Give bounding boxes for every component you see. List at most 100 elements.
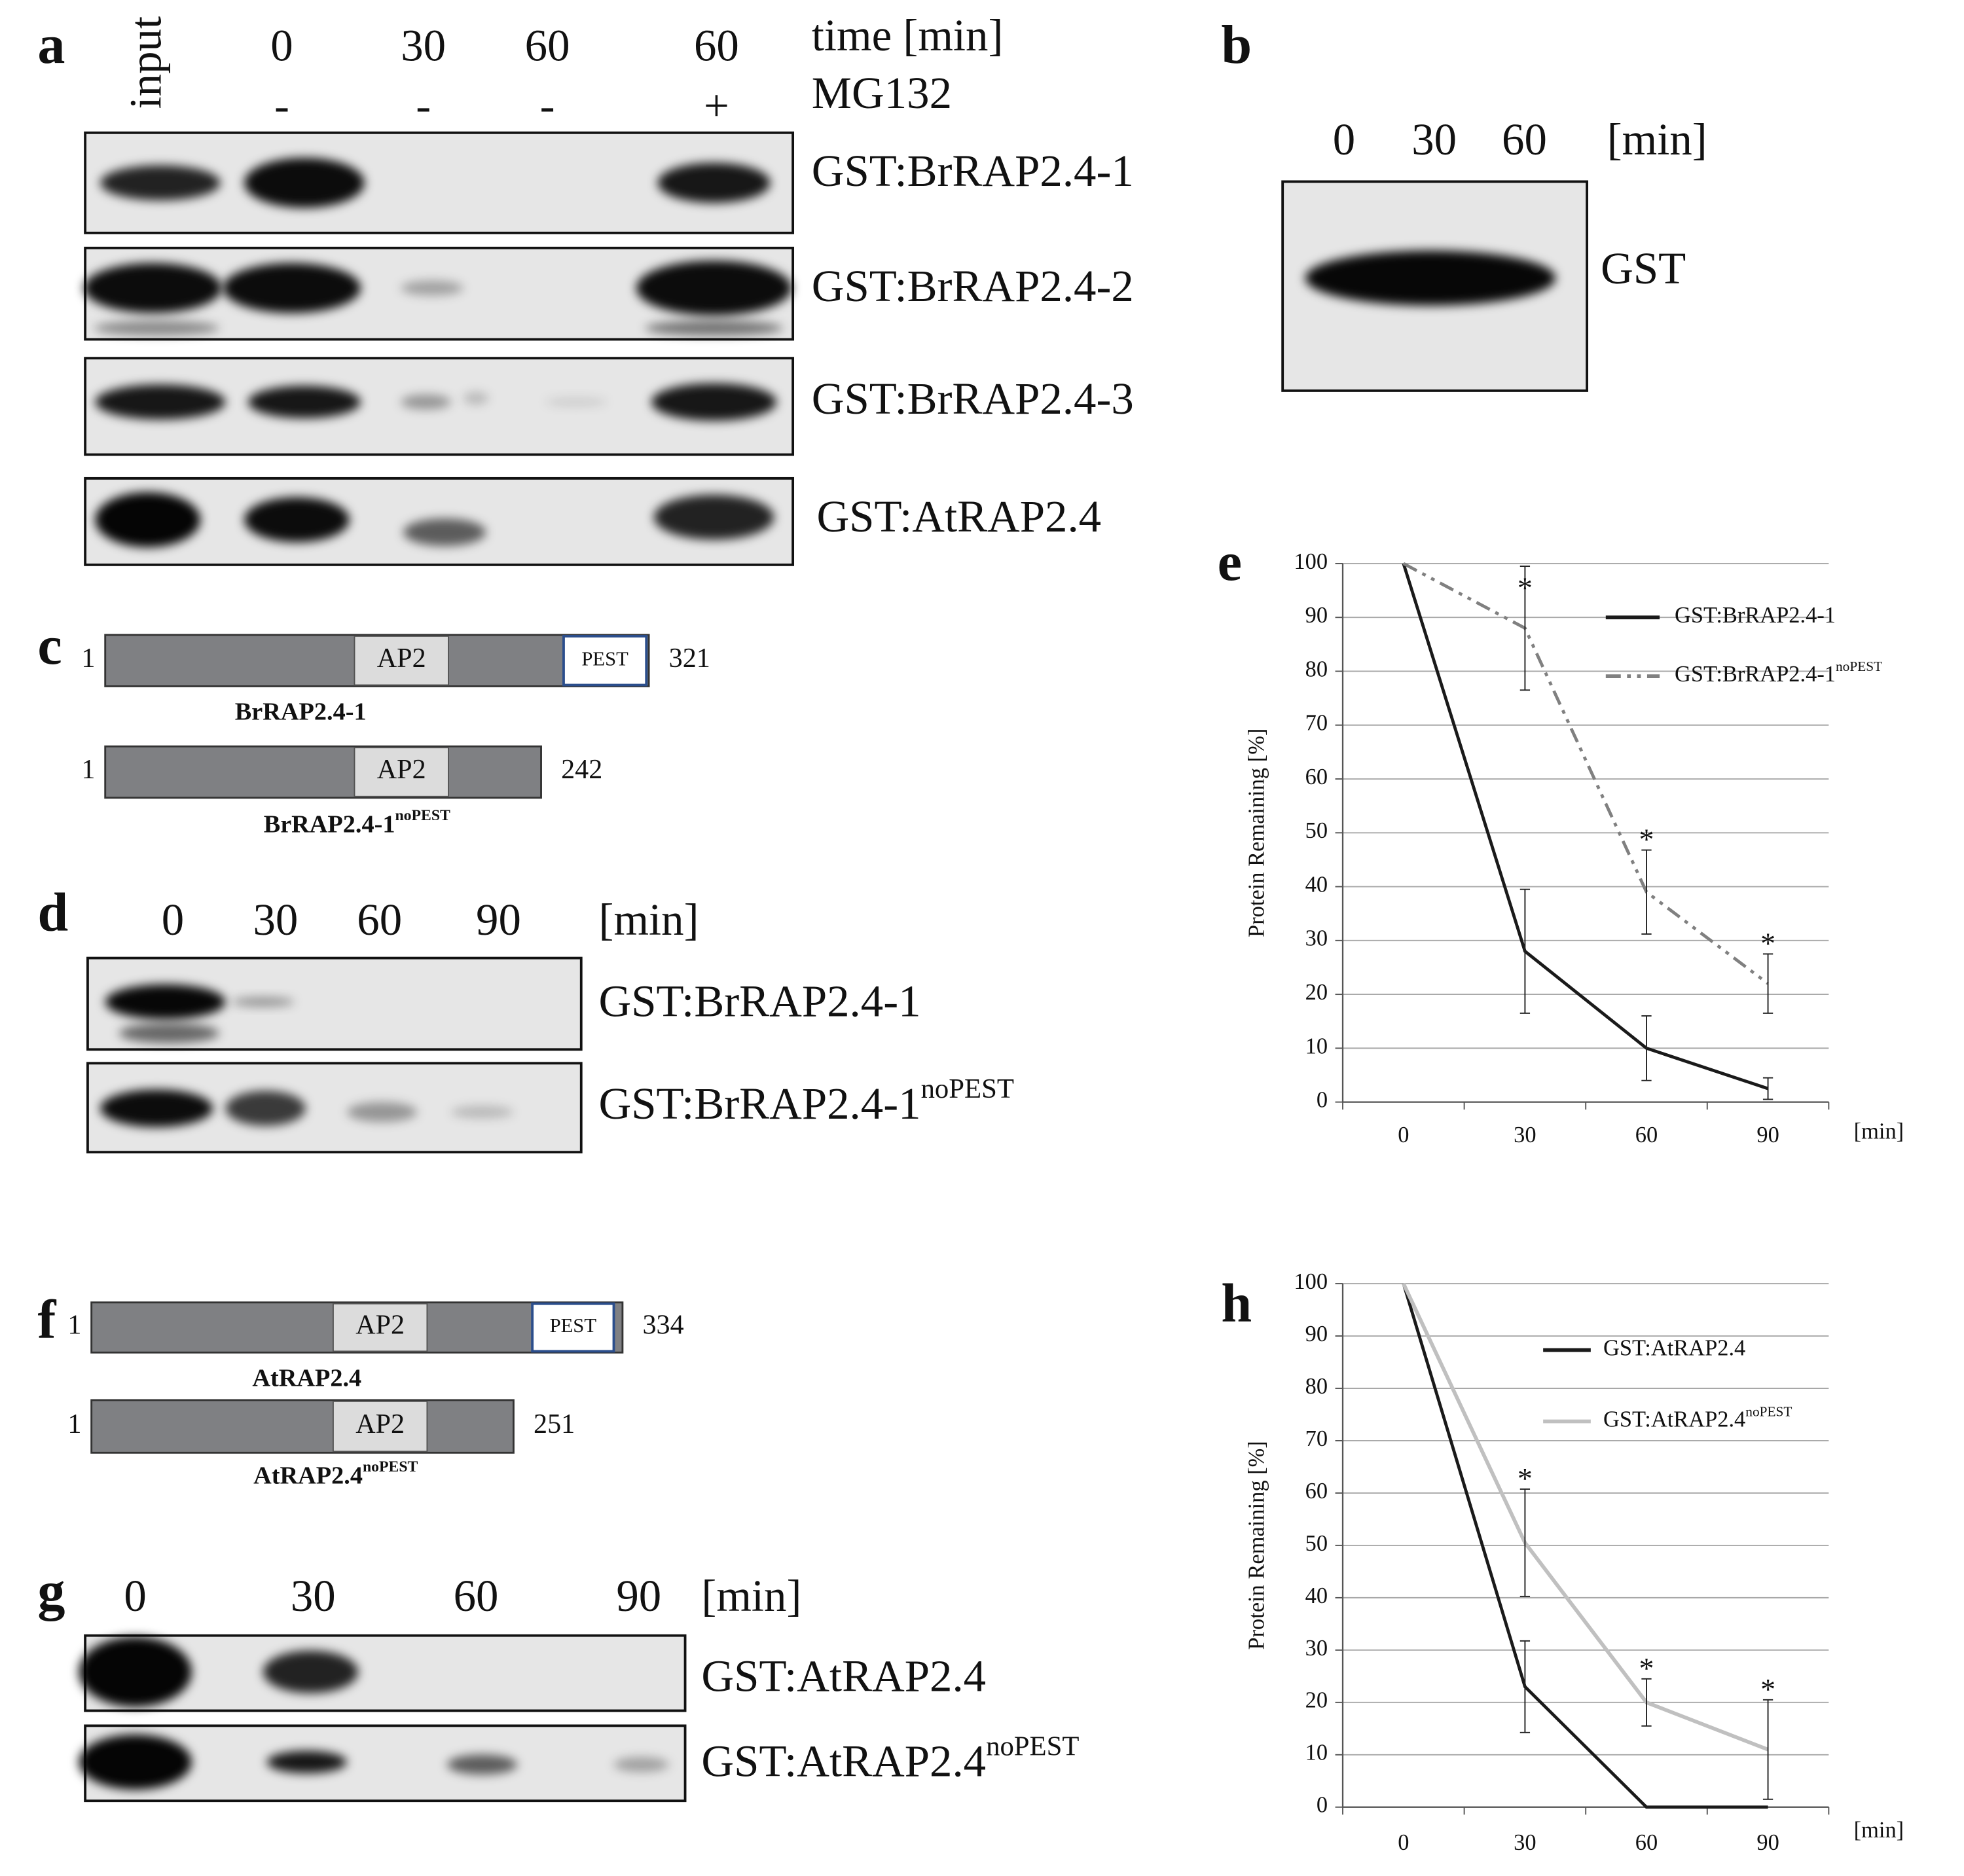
domain-box [354,747,449,797]
series-line [1402,1283,1768,1809]
x-tick-label: 60 [1635,1123,1658,1147]
band [263,1650,359,1693]
error-bar [1641,1678,1652,1727]
y-tick-label: 20 [1305,1688,1328,1713]
domain-label: AP2 [377,643,426,674]
blot-label-main: GST:AtRAP2.4 [816,492,1101,541]
unit-label: [min] [1607,115,1707,164]
domain-box [531,1302,615,1353]
domain-box [332,1400,428,1452]
blot-label: GST:AtRAP2.4 [701,1651,986,1701]
panel-letter: h [1221,1273,1252,1334]
blot-label-main: GST [1601,244,1686,293]
blot-label-superscript: noPEST [921,1073,1014,1104]
band [105,984,226,1020]
band [651,383,777,421]
treatment-sign: - [274,81,289,130]
construct-name-main: BrRAP2.4-1 [264,811,395,839]
blot-label: GST:AtRAP2.4noPEST [701,1731,1079,1786]
legend-label-superscript: noPEST [1745,1403,1792,1419]
band [450,1106,514,1119]
domain-label: PEST [581,647,628,670]
lane-label: 0 [1333,115,1355,164]
blot-label-superscript: noPEST [986,1731,1079,1761]
construct-name: BrRAP2.4-1 [235,698,367,725]
lane-label: 0 [162,895,184,945]
y-tick-label: 0 [1317,1793,1328,1818]
y-tick-label: 70 [1305,1426,1328,1451]
lane-label: 30 [253,895,298,945]
domain-label: AP2 [355,1310,405,1341]
blot-label: GST:BrRAP2.4-3 [812,374,1134,424]
y-tick-label: 20 [1305,980,1328,1005]
protein-bar [104,745,542,799]
y-tick-label: 40 [1305,1583,1328,1608]
band [653,494,774,540]
y-tick-label: 50 [1305,1531,1328,1556]
residue-start: 1 [81,643,95,674]
blot-label-main: GST:BrRAP2.4-1 [812,146,1134,196]
domain-label: AP2 [355,1409,405,1439]
band [636,260,792,316]
domain-box [354,635,449,686]
error-bar [1519,566,1531,691]
band [118,1023,219,1043]
panel-letter: c [37,615,62,676]
band [100,1089,213,1127]
panel-letter: a [37,14,65,75]
blot-label: GST:BrRAP2.4-1noPEST [599,1073,1014,1128]
band [95,384,226,420]
treatment-sign: - [540,81,555,130]
band [403,518,486,547]
x-tick-label: 30 [1514,1830,1536,1855]
panel-letter: f [37,1289,56,1350]
band [1305,250,1556,306]
blot-label-main: GST:BrRAP2.4-1 [599,976,921,1026]
band [231,996,295,1007]
domain-box [562,635,648,687]
treatment-sign: - [416,81,431,130]
legend-label: GST:AtRAP2.4noPEST [1603,1403,1792,1432]
lane-label: 60 [694,20,739,70]
blot-label: GST:BrRAP2.4-2 [812,261,1134,311]
legend-label-superscript: noPEST [1836,658,1882,674]
band [346,1102,418,1123]
blot-label-main: GST:BrRAP2.4-2 [812,261,1134,311]
blot-label-main: GST:BrRAP2.4-1 [599,1079,921,1128]
series-line [1402,562,1770,985]
error-bar [1641,849,1652,935]
domain-box [332,1303,428,1352]
band [247,386,361,419]
significance-marker: * [1760,926,1775,960]
blot-label-main: GST:AtRAP2.4 [701,1651,986,1701]
construct-name: AtRAP2.4 [252,1364,361,1392]
panel-letter: d [37,882,68,943]
x-tick-label: 0 [1398,1830,1409,1855]
band [447,1754,518,1775]
band [223,262,361,314]
construct-name: AtRAP2.4noPEST [253,1458,418,1489]
band [613,1757,669,1773]
protein-bar [90,1399,515,1454]
unit-label: [min] [599,895,699,945]
construct-name-main: AtRAP2.4 [253,1462,363,1489]
legend-label: GST:AtRAP2.4 [1603,1335,1745,1360]
construct-name-superscript: noPEST [395,808,450,825]
y-tick-label: 100 [1294,549,1328,574]
residue-end: 334 [643,1310,684,1341]
lane-label: 60 [454,1571,499,1621]
y-tick-label: 60 [1305,765,1328,789]
treatment-sign: + [704,81,729,130]
band [645,320,783,336]
y-tick-label: 30 [1305,926,1328,951]
x-tick-label: 0 [1398,1123,1409,1147]
panel-letter: b [1221,14,1252,75]
band [657,162,771,203]
legend-label: GST:BrRAP2.4-1 [1675,603,1836,628]
panel-letter: e [1218,532,1242,592]
blot-label-main: GST:BrRAP2.4-3 [812,374,1134,424]
significance-marker: * [1639,823,1654,856]
band [266,1750,347,1774]
x-axis-label: [min] [1854,1119,1904,1144]
